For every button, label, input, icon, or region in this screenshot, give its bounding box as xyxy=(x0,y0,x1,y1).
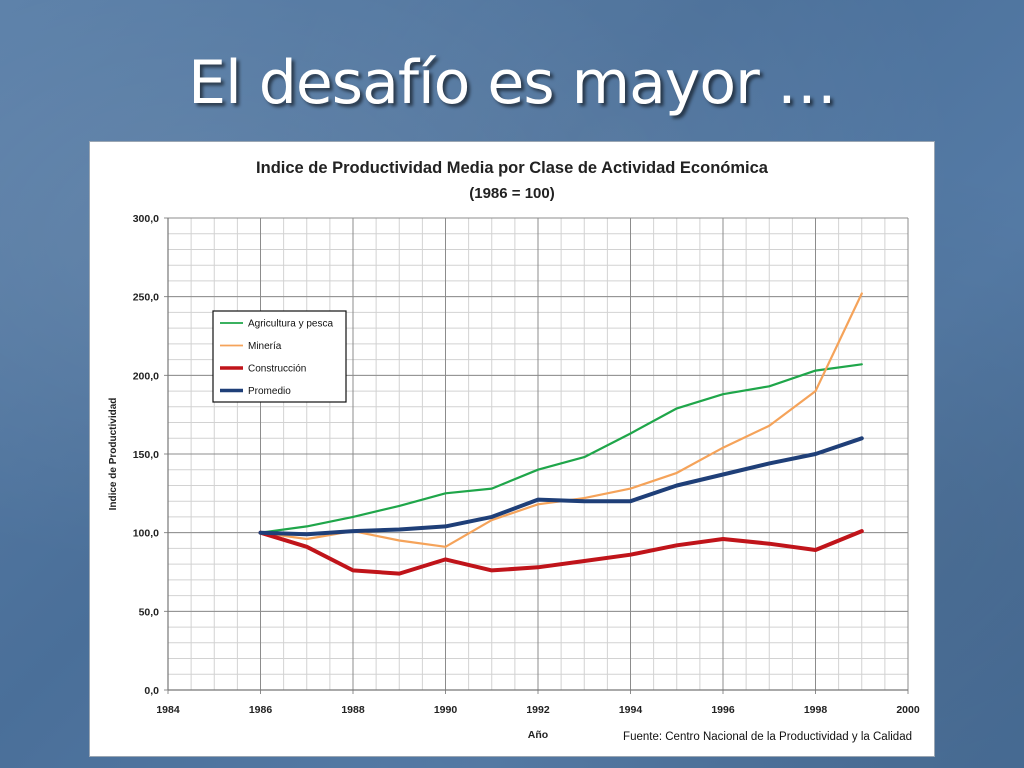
y-tick-label: 100,0 xyxy=(133,528,159,540)
series-line-construccion xyxy=(258,529,864,576)
y-tick-label: 150,0 xyxy=(133,449,159,461)
x-tick-label: 1998 xyxy=(804,704,828,716)
x-tick-label: 1992 xyxy=(526,704,550,716)
source-note: Fuente: Centro Nacional de la Productivi… xyxy=(623,731,912,743)
y-tick-label: 250,0 xyxy=(133,292,159,304)
chart-title: Indice de Productividad Media por Clase … xyxy=(256,159,769,177)
x-tick-label: 1988 xyxy=(341,704,365,716)
x-tick-label: 1994 xyxy=(619,704,643,716)
legend-label: Promedio xyxy=(248,386,291,397)
x-tick-label: 1996 xyxy=(711,704,735,716)
legend-label: Agricultura y pesca xyxy=(248,319,333,330)
y-tick-label: 50,0 xyxy=(139,606,160,618)
x-tick-label: 1984 xyxy=(156,704,180,716)
x-tick-label: 2000 xyxy=(896,704,920,716)
line-chart: Indice de Productividad Media por Clase … xyxy=(108,159,920,743)
series-line-promedio xyxy=(258,436,864,537)
x-tick-label: 1990 xyxy=(434,704,458,716)
x-tick-label: 1986 xyxy=(249,704,273,716)
y-tick-label: 0,0 xyxy=(144,685,159,697)
legend-label: Minería xyxy=(248,341,282,352)
chart-subtitle: (1986 = 100) xyxy=(469,185,554,202)
y-tick-label: 200,0 xyxy=(133,370,159,382)
series-line-agricultura-y-pesca xyxy=(259,363,863,534)
x-axis-label: Año xyxy=(528,729,548,741)
legend-label: Construcción xyxy=(248,364,306,375)
slide-title: El desafío es mayor … xyxy=(188,48,837,118)
legend-box xyxy=(212,310,347,403)
y-axis-label: Indice de Productividad xyxy=(108,398,119,511)
chart-legend: Agricultura y pesca Minería Construcción Pr… xyxy=(212,310,347,403)
chart-panel: Indice de Productividad Media por Clase … xyxy=(89,141,935,757)
y-tick-label: 300,0 xyxy=(133,213,159,225)
